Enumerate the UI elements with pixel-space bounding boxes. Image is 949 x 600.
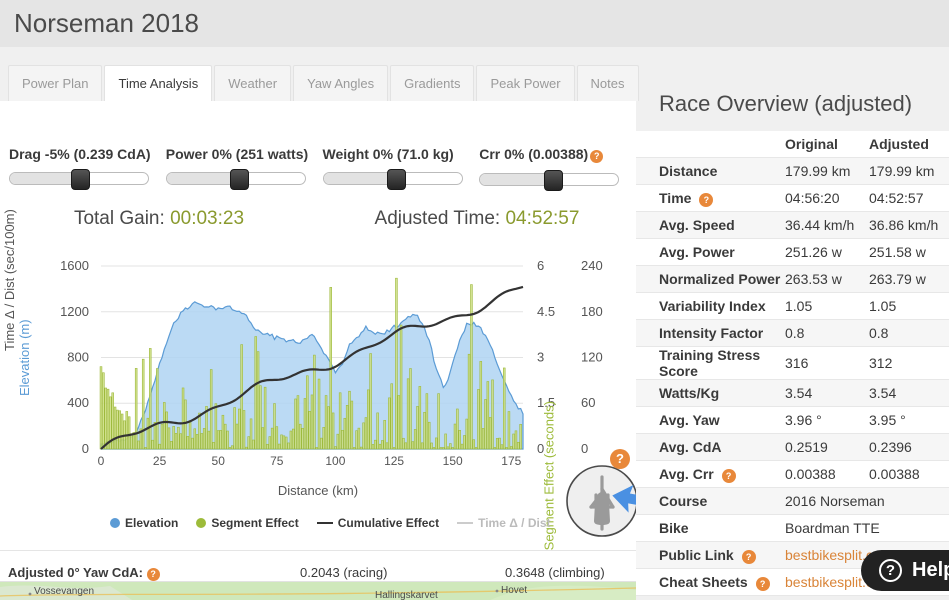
svg-text:25: 25: [153, 454, 167, 468]
svg-text:1200: 1200: [60, 304, 89, 319]
svg-text:50: 50: [212, 454, 226, 468]
svg-text:1600: 1600: [60, 258, 89, 273]
svg-text:0: 0: [581, 441, 588, 456]
svg-text:4.5: 4.5: [537, 304, 555, 319]
svg-text:240: 240: [581, 258, 603, 273]
svg-text:0: 0: [98, 454, 105, 468]
svg-text:75: 75: [270, 454, 284, 468]
svg-text:125: 125: [384, 454, 404, 468]
svg-text:400: 400: [67, 395, 89, 410]
svg-text:0: 0: [82, 441, 89, 456]
svg-text:120: 120: [581, 350, 603, 365]
svg-text:6: 6: [537, 258, 544, 273]
svg-text:3: 3: [537, 350, 544, 365]
svg-text:800: 800: [67, 350, 89, 365]
svg-text:175: 175: [501, 454, 521, 468]
svg-text:60: 60: [581, 395, 595, 410]
svg-text:150: 150: [443, 454, 463, 468]
svg-text:180: 180: [581, 304, 603, 319]
svg-text:100: 100: [325, 454, 345, 468]
